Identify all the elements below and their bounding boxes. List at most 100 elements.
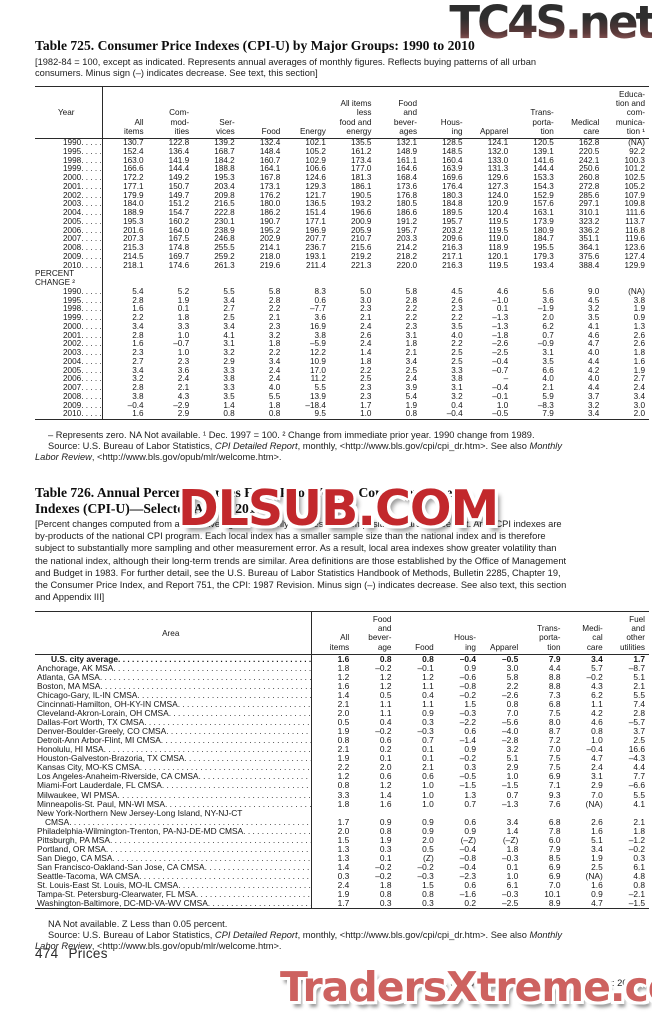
value-cell: 250.6 <box>578 164 600 174</box>
value-cell: 1.1 <box>379 708 392 719</box>
value-cell: 3.8 <box>223 374 235 384</box>
value-cell: 238.9 <box>214 225 235 235</box>
value-cell: 160.7 <box>259 155 281 165</box>
area-cell: Honolulu, HI MSA . . . . . . . . . . . .… <box>35 745 312 755</box>
leader-line: 2009 . . . . . . . . . . . . . . . . . .… <box>35 251 102 262</box>
year-cell: 2004 . . . . . . . . . . . . . . . . . .… <box>35 208 103 218</box>
table-row: Philadelphia-Wilmington-Trenton, PA-NJ-D… <box>35 825 649 836</box>
value-cell: 6.9 <box>548 861 561 872</box>
value-cell: 180.9 <box>533 225 554 235</box>
leader-line: Milwaukee, WI PMSA . . . . . . . . . . .… <box>35 790 311 800</box>
value-cell: 7.0 <box>548 879 561 890</box>
value-cell: 2.2 <box>132 313 144 323</box>
column-header: Food and bever-ages <box>375 86 422 140</box>
value-cell: 203.4 <box>214 181 235 191</box>
value-cell: 3.6 <box>314 313 326 323</box>
value-cell: 161.2 <box>350 146 372 156</box>
value-cell: 149.7 <box>168 190 190 200</box>
value-cell: 152.9 <box>533 190 554 200</box>
dot-leader: . . . . . . . . . . . . . . . . . . . . … <box>81 200 102 209</box>
value-cell: 1.2 <box>422 671 434 682</box>
empty-cell <box>375 270 421 288</box>
value-cell: –0.3 <box>417 870 434 881</box>
dot-leader: . . . . . . . . . . . . . . . . . . . . … <box>81 244 102 253</box>
value-cell: 218.0 <box>259 251 281 261</box>
section-name: Prices <box>68 946 108 961</box>
year-cell: 2003 . . . . . . . . . . . . . . . . . .… <box>35 200 103 210</box>
watermark-bottom: TradersXtreme.com <box>280 963 652 1011</box>
value-cell: –8.7 <box>628 662 645 673</box>
value-cell: 0.1 <box>422 753 434 764</box>
value-cell: 0.9 <box>591 889 603 900</box>
value-cell: –0.2 <box>459 690 476 700</box>
footnote-line: Source: U.S. Bureau of Labor Statistics,… <box>35 930 643 941</box>
dot-leader: . . . . . . . . . . . . . . . . . . . . … <box>117 790 311 800</box>
value-cell: –0.6 <box>459 671 476 682</box>
value-cell: 3.8 <box>132 391 144 401</box>
column-header: All items less food and energy <box>329 86 376 140</box>
value-cell: 132.1 <box>396 138 418 148</box>
value-cell: 0.1 <box>177 304 190 314</box>
value-cell: 1.4 <box>506 825 519 836</box>
watermark-top: TC4S.net <box>449 0 652 49</box>
year-column-header: Year <box>35 86 103 140</box>
value-cell: 151.4 <box>305 208 326 218</box>
value-cell: 193.4 <box>533 260 554 270</box>
dot-leader: . . . . . . . . . . . . . . . . . . . . … <box>105 844 311 854</box>
value-cell: 186.1 <box>350 181 372 191</box>
value-cell: –1.3 <box>492 321 509 331</box>
row-label: Miami-Fort Lauderdale, FL CMSA <box>37 780 162 791</box>
value-cell: 0.7 <box>422 735 434 746</box>
table-row: St. Louis-East St. Louis, MO-IL CMSA . .… <box>35 879 649 891</box>
area-cell: Tampa-St. Petersburg-Clearwater, FL MSA … <box>35 889 312 900</box>
value-cell: 0.9 <box>422 816 434 827</box>
value-cell: 7.5 <box>548 708 561 719</box>
value-cell: 2.2 <box>268 348 281 358</box>
value-cell: 388.4 <box>578 260 600 270</box>
value-cell: 184.8 <box>442 199 463 209</box>
year-cell: 1990 . . . . . . . . . . . . . . . . . .… <box>35 138 103 148</box>
value-cell: –5.9 <box>309 339 326 349</box>
year-cell: 1995 . . . . . . . . . . . . . . . . . .… <box>35 296 103 306</box>
value-cell: – <box>503 374 509 384</box>
value-cell: 4.0 <box>268 383 281 393</box>
value-cell: 5.5 <box>633 690 645 700</box>
value-cell: 8.8 <box>548 671 561 682</box>
dot-leader: . . . . . . . . . . . . . . . . . . . . … <box>81 314 102 323</box>
value-cell: 2.1 <box>405 348 418 358</box>
value-cell: 1.2 <box>337 671 350 682</box>
value-cell: 2.0 <box>337 825 350 836</box>
value-cell: –1.5 <box>459 780 476 791</box>
dot-leader: . . . . . . . . . . . . . . . . . . . . … <box>99 672 311 682</box>
dot-leader: . . . . . . . . . . . . . . . . . . . . … <box>81 366 102 375</box>
value-cell: –0.5 <box>501 653 519 664</box>
value-cell: 129.9 <box>624 260 646 270</box>
year-cell: 2005 . . . . . . . . . . . . . . . . . .… <box>35 217 103 227</box>
value-cell: 139.1 <box>533 146 554 156</box>
row-label: Washington-Baltimore, DC-MD-VA-WV CMSA <box>37 898 208 909</box>
value-cell: 184.7 <box>533 234 554 244</box>
table-row: U.S. city average . . . . . . . . . . . … <box>35 654 649 664</box>
value-cell: 375.6 <box>578 251 600 261</box>
value-cell: (–Z) <box>460 834 476 845</box>
value-cell: 161.1 <box>396 155 418 165</box>
leader-line: Los Angeles-Anaheim-Riverside, CA CMSA .… <box>35 772 311 781</box>
value-cell: 150.7 <box>168 181 190 191</box>
value-cell: 2.7 <box>633 374 645 384</box>
row-label: 2009 <box>63 251 82 261</box>
leader-line: 1995 . . . . . . . . . . . . . . . . . .… <box>35 296 102 306</box>
value-cell: 0.2 <box>464 898 476 909</box>
row-label: 2000 <box>63 321 82 331</box>
value-cell: 144.4 <box>168 164 190 174</box>
value-cell: 0.8 <box>379 889 392 900</box>
value-cell: 2.3 <box>360 391 372 401</box>
value-cell: –2.3 <box>459 870 476 881</box>
area-cell: Dallas-Fort Worth, TX CMSA . . . . . . .… <box>35 718 312 728</box>
value-cell: 2.5 <box>633 735 645 746</box>
value-cell: 124.1 <box>487 138 509 148</box>
value-cell: 3.4 <box>591 843 603 854</box>
value-cell: 7.8 <box>548 825 561 836</box>
value-cell: 4.7 <box>591 753 603 764</box>
value-cell: –18.4 <box>305 400 326 410</box>
value-cell: –0.4 <box>492 383 509 393</box>
